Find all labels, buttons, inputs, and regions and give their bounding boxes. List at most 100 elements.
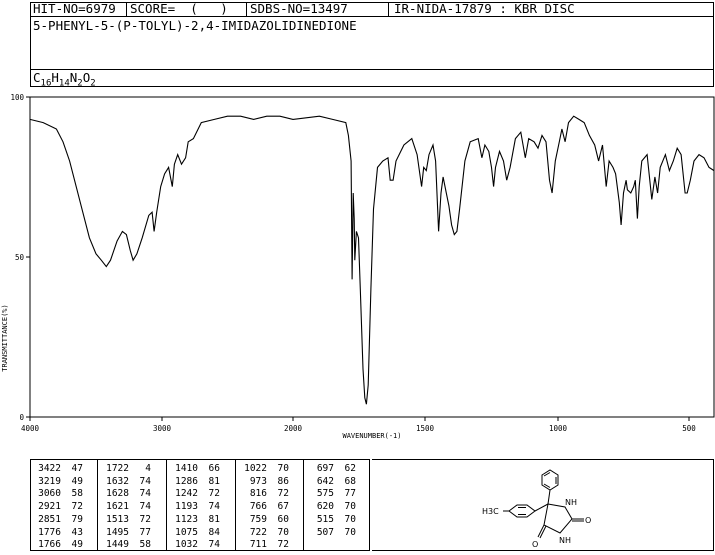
peak-row: 697 62 bbox=[304, 463, 356, 476]
peak-transmittance: 74 bbox=[139, 488, 151, 500]
peak-wavenumber: 1123 bbox=[175, 513, 198, 525]
peak-row: 1628 74 bbox=[99, 488, 151, 501]
peak-wavenumber: 1513 bbox=[106, 513, 129, 525]
peak-wavenumber: 697 bbox=[316, 463, 334, 474]
structure-panel: H3C N H NH O O bbox=[372, 459, 714, 551]
molecule-structure: H3C N H NH O O bbox=[482, 469, 591, 549]
methyl-label: H3C bbox=[482, 507, 499, 516]
peak-column: 1410 66 1286 81 1242 72 1193 74 1123 81 1075 84 1032… bbox=[168, 463, 220, 552]
peak-wavenumber: 1722 bbox=[106, 463, 129, 474]
peak-row: 1513 72 bbox=[99, 514, 151, 527]
peak-wavenumber: 766 bbox=[249, 501, 267, 513]
peak-transmittance: 84 bbox=[208, 526, 220, 538]
peak-wavenumber: 515 bbox=[316, 513, 334, 525]
molecular-formula: C16H14N2O2 bbox=[33, 70, 96, 89]
x-tick-label: 1000 bbox=[549, 424, 568, 433]
peak-row: 2921 72 bbox=[31, 501, 83, 514]
peak-col-sep-1 bbox=[97, 459, 98, 551]
peak-row: 973 86 bbox=[237, 476, 289, 489]
formula-divider bbox=[30, 69, 714, 70]
peak-column: 3422 47 3219 49 3060 58 2921 72 2851 79 1776 43 1766… bbox=[31, 463, 83, 552]
peak-row: 642 68 bbox=[304, 476, 356, 489]
peak-row: 507 70 bbox=[304, 527, 356, 540]
peak-wavenumber: 1776 bbox=[38, 526, 61, 538]
peak-column: 1722 4 1632 74 1628 74 1621 74 1513 72 1495 77 1449 5… bbox=[99, 463, 151, 552]
peak-row: 620 70 bbox=[304, 501, 356, 514]
peak-transmittance: 79 bbox=[71, 513, 83, 525]
x-tick-label: 1500 bbox=[416, 424, 435, 433]
peak-transmittance: 68 bbox=[344, 475, 356, 487]
peak-transmittance: 60 bbox=[277, 513, 289, 525]
peak-wavenumber: 3422 bbox=[38, 463, 61, 474]
nh-top-label: N bbox=[565, 498, 571, 507]
y-tick-label: 100 bbox=[10, 93, 24, 102]
peak-table-top bbox=[30, 459, 370, 460]
peak-row: 2851 79 bbox=[31, 514, 83, 527]
structure-top bbox=[372, 459, 714, 460]
peak-wavenumber: 1193 bbox=[175, 501, 198, 513]
x-tick-label: 2000 bbox=[284, 424, 303, 433]
peak-wavenumber: 620 bbox=[316, 501, 334, 513]
structure-bottom bbox=[372, 550, 714, 551]
peak-transmittance: 81 bbox=[208, 475, 220, 487]
peak-transmittance: 66 bbox=[208, 463, 220, 474]
peak-wavenumber: 2921 bbox=[38, 501, 61, 513]
peak-row: 1449 58 bbox=[99, 539, 151, 552]
phenyl-ring bbox=[541, 469, 559, 491]
header-border-left bbox=[30, 2, 31, 87]
peak-transmittance: 4 bbox=[145, 463, 151, 474]
y-tick-label: 50 bbox=[15, 253, 25, 262]
peak-wavenumber: 1766 bbox=[38, 539, 61, 551]
peak-wavenumber: 642 bbox=[316, 475, 334, 487]
peak-transmittance: 49 bbox=[71, 539, 83, 551]
peak-row: 1022 70 bbox=[237, 463, 289, 476]
header-sep-1 bbox=[126, 2, 127, 16]
peak-wavenumber: 1449 bbox=[106, 539, 129, 551]
peak-transmittance: 74 bbox=[208, 539, 220, 551]
x-tick-label: 4000 bbox=[21, 424, 40, 433]
peak-transmittance: 43 bbox=[71, 526, 83, 538]
peak-wavenumber: 1621 bbox=[106, 501, 129, 513]
peak-row: 1242 72 bbox=[168, 488, 220, 501]
peak-transmittance: 49 bbox=[71, 475, 83, 487]
peak-transmittance: 74 bbox=[208, 501, 220, 513]
peak-wavenumber: 1032 bbox=[175, 539, 198, 551]
peak-row: 711 72 bbox=[237, 539, 289, 552]
peak-transmittance: 81 bbox=[208, 513, 220, 525]
peak-row: 575 77 bbox=[304, 488, 356, 501]
peak-wavenumber: 711 bbox=[249, 539, 267, 551]
hit-number: HIT-NO=6979 bbox=[33, 1, 116, 16]
peak-row: 1123 81 bbox=[168, 514, 220, 527]
peak-wavenumber: 3219 bbox=[38, 475, 61, 487]
x-tick-label: 500 bbox=[682, 424, 696, 433]
axis-ticks: 4000 3000 2000 1500 1000 500 0 50 100 bbox=[10, 93, 696, 433]
peak-wavenumber: 575 bbox=[316, 488, 334, 500]
peak-transmittance: 67 bbox=[277, 501, 289, 513]
peak-transmittance: 72 bbox=[139, 513, 151, 525]
carbonyl-o-right: O bbox=[585, 516, 591, 525]
peak-row: 1032 74 bbox=[168, 539, 220, 552]
peak-row: 759 60 bbox=[237, 514, 289, 527]
peak-wavenumber: 507 bbox=[316, 526, 334, 538]
peak-transmittance: 72 bbox=[208, 488, 220, 500]
header-border-right bbox=[713, 2, 714, 87]
peak-wavenumber: 1410 bbox=[175, 463, 198, 474]
peak-row: 1286 81 bbox=[168, 476, 220, 489]
y-tick-label: 0 bbox=[19, 413, 24, 422]
compound-name: 5-PHENYL-5-(P-TOLYL)-2,4-IMIDAZOLIDINEDI… bbox=[33, 18, 357, 33]
peak-transmittance: 72 bbox=[277, 488, 289, 500]
peak-transmittance: 70 bbox=[344, 513, 356, 525]
peak-row: 3422 47 bbox=[31, 463, 83, 476]
peak-row: 1621 74 bbox=[99, 501, 151, 514]
peak-transmittance: 72 bbox=[71, 501, 83, 513]
peak-row: 816 72 bbox=[237, 488, 289, 501]
header-sep-3 bbox=[388, 2, 389, 16]
peak-row: 1075 84 bbox=[168, 527, 220, 540]
peak-table-left bbox=[30, 459, 31, 551]
peak-row: 722 70 bbox=[237, 527, 289, 540]
peak-row: 3219 49 bbox=[31, 476, 83, 489]
peak-row: 1495 77 bbox=[99, 527, 151, 540]
y-axis-label: TRANSMITTANCE(%) bbox=[1, 304, 9, 371]
peak-transmittance: 77 bbox=[344, 488, 356, 500]
peak-row: 3060 58 bbox=[31, 488, 83, 501]
